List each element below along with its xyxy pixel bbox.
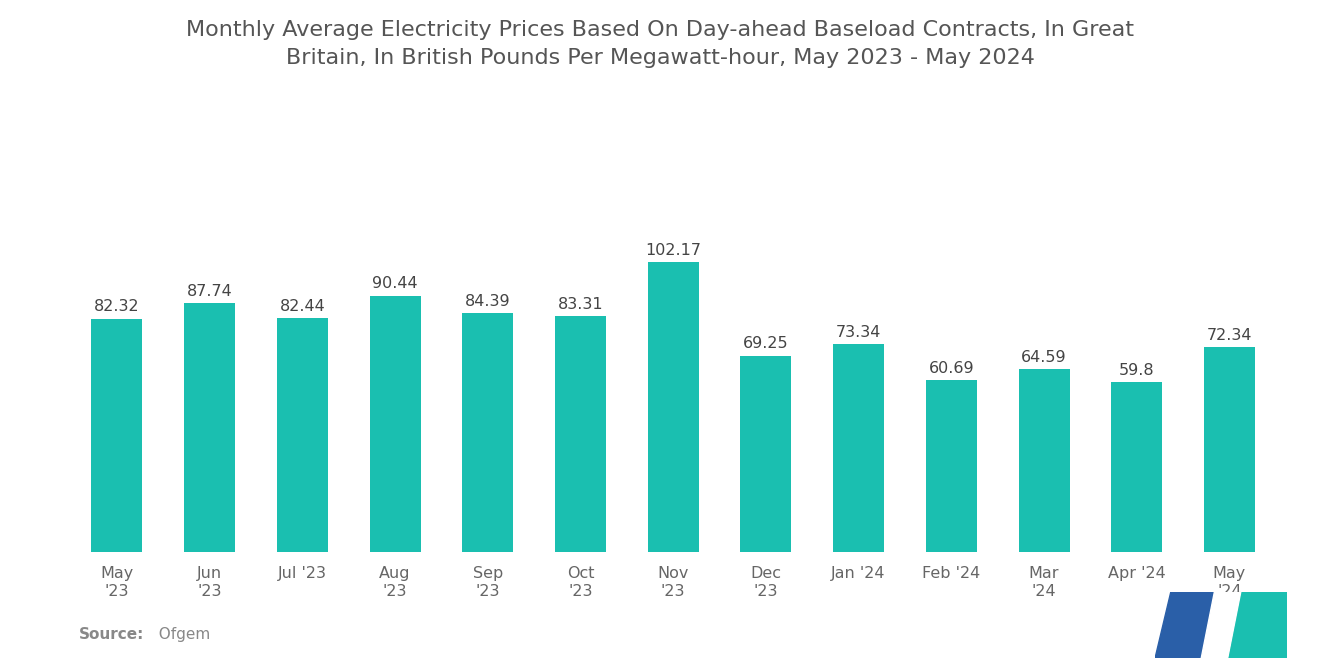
Text: Source:: Source: (79, 626, 145, 642)
Bar (277, 319, 327, 552)
Text: 82.32: 82.32 (94, 299, 140, 315)
Bar (91, 319, 143, 552)
Text: Monthly Average Electricity Prices Based On Day-ahead Baseload Contracts, In Gre: Monthly Average Electricity Prices Based… (186, 20, 1134, 68)
Bar (370, 296, 421, 552)
Bar (1019, 369, 1069, 552)
Bar (648, 263, 698, 552)
Bar (554, 316, 606, 552)
Text: 90.44: 90.44 (372, 277, 418, 291)
Bar (1111, 382, 1162, 552)
Text: 83.31: 83.31 (557, 297, 603, 312)
Bar (462, 313, 513, 552)
Bar (185, 303, 235, 552)
Polygon shape (1201, 592, 1241, 658)
Text: 87.74: 87.74 (187, 284, 232, 299)
Bar (1204, 347, 1255, 552)
Text: 59.8: 59.8 (1119, 363, 1155, 378)
Text: 102.17: 102.17 (645, 243, 701, 258)
Text: 69.25: 69.25 (743, 336, 789, 351)
Polygon shape (1228, 592, 1287, 658)
Polygon shape (1155, 592, 1224, 658)
Bar (925, 380, 977, 552)
Text: 73.34: 73.34 (836, 325, 882, 340)
Text: 72.34: 72.34 (1206, 328, 1253, 342)
Text: Ofgem: Ofgem (149, 626, 210, 642)
Text: 84.39: 84.39 (465, 293, 511, 309)
Text: 82.44: 82.44 (280, 299, 325, 314)
Bar (833, 344, 884, 552)
Text: 60.69: 60.69 (928, 360, 974, 376)
Text: 64.59: 64.59 (1022, 350, 1067, 364)
Bar (741, 356, 792, 552)
